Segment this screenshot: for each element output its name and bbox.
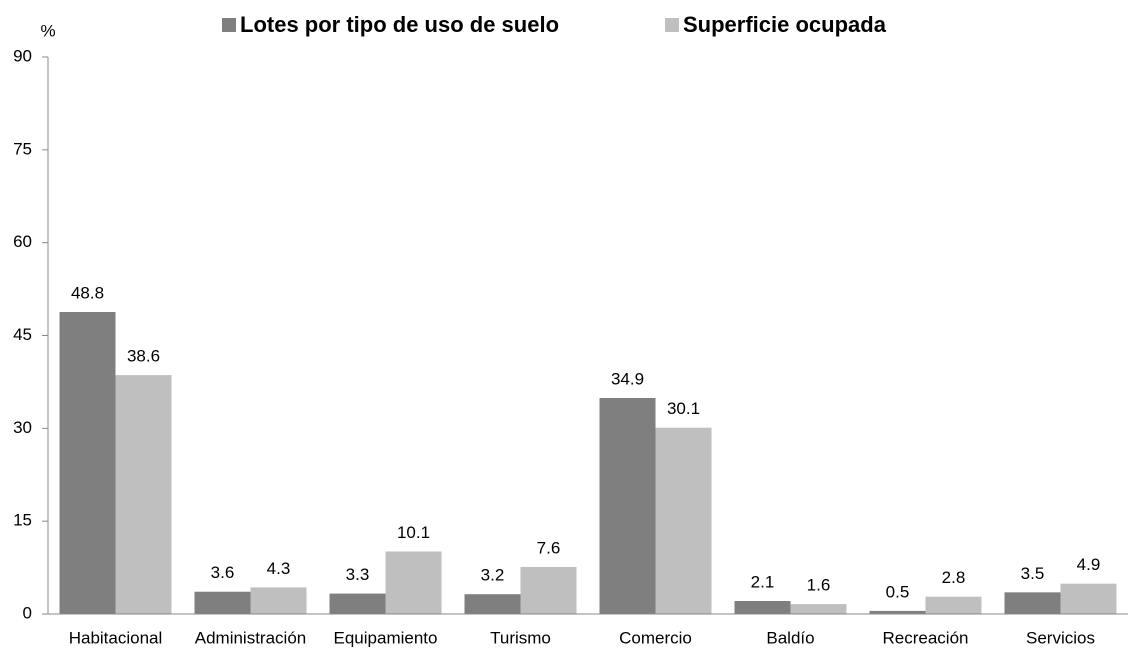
value-label: 3.3 [346,565,370,584]
value-label: 3.2 [481,566,505,585]
bar [464,594,521,614]
legend-label: Lotes por tipo de uso de suelo [240,12,559,37]
y-axis-label: % [40,21,55,40]
y-tick-label: 60 [13,232,32,251]
value-label: 3.5 [1021,564,1045,583]
value-label: 4.3 [267,559,291,578]
y-tick-label: 15 [13,511,32,530]
bar [385,551,442,614]
y-tick-label: 90 [13,46,32,65]
value-label: 1.6 [807,576,831,595]
value-label: 4.9 [1077,555,1101,574]
bar [1060,583,1117,614]
x-tick-label: Equipamiento [334,628,438,647]
value-label: 38.6 [127,347,160,366]
value-label: 7.6 [537,538,561,557]
legend-swatch [222,18,236,32]
x-tick-label: Administración [195,628,307,647]
bar [734,601,791,614]
y-tick-label: 75 [13,139,32,158]
bar [520,566,577,614]
value-label: 0.5 [886,582,910,601]
bar [329,593,386,614]
bar [194,591,251,614]
x-tick-label: Recreación [883,628,969,647]
legend-label: Superficie ocupada [683,12,887,37]
value-label: 10.1 [397,523,430,542]
x-tick-label: Turismo [490,628,551,647]
value-label: 34.9 [611,369,644,388]
value-label: 48.8 [71,283,104,302]
legend-swatch [665,18,679,32]
bar [925,596,982,614]
value-label: 2.8 [942,568,966,587]
bar [599,398,656,614]
x-tick-label: Comercio [619,628,692,647]
bar [869,610,926,614]
bar [250,587,307,614]
value-label: 2.1 [751,572,775,591]
x-tick-label: Baldío [766,628,814,647]
y-tick-label: 45 [13,325,32,344]
bar [790,604,847,614]
bar [1004,592,1061,614]
value-label: 30.1 [667,399,700,418]
bar [115,375,172,614]
bar [59,311,116,614]
value-label: 3.6 [211,563,235,582]
x-tick-label: Habitacional [69,628,163,647]
y-tick-label: 30 [13,418,32,437]
y-tick-label: 0 [23,603,32,622]
bar [655,427,712,614]
x-tick-label: Servicios [1026,628,1095,647]
